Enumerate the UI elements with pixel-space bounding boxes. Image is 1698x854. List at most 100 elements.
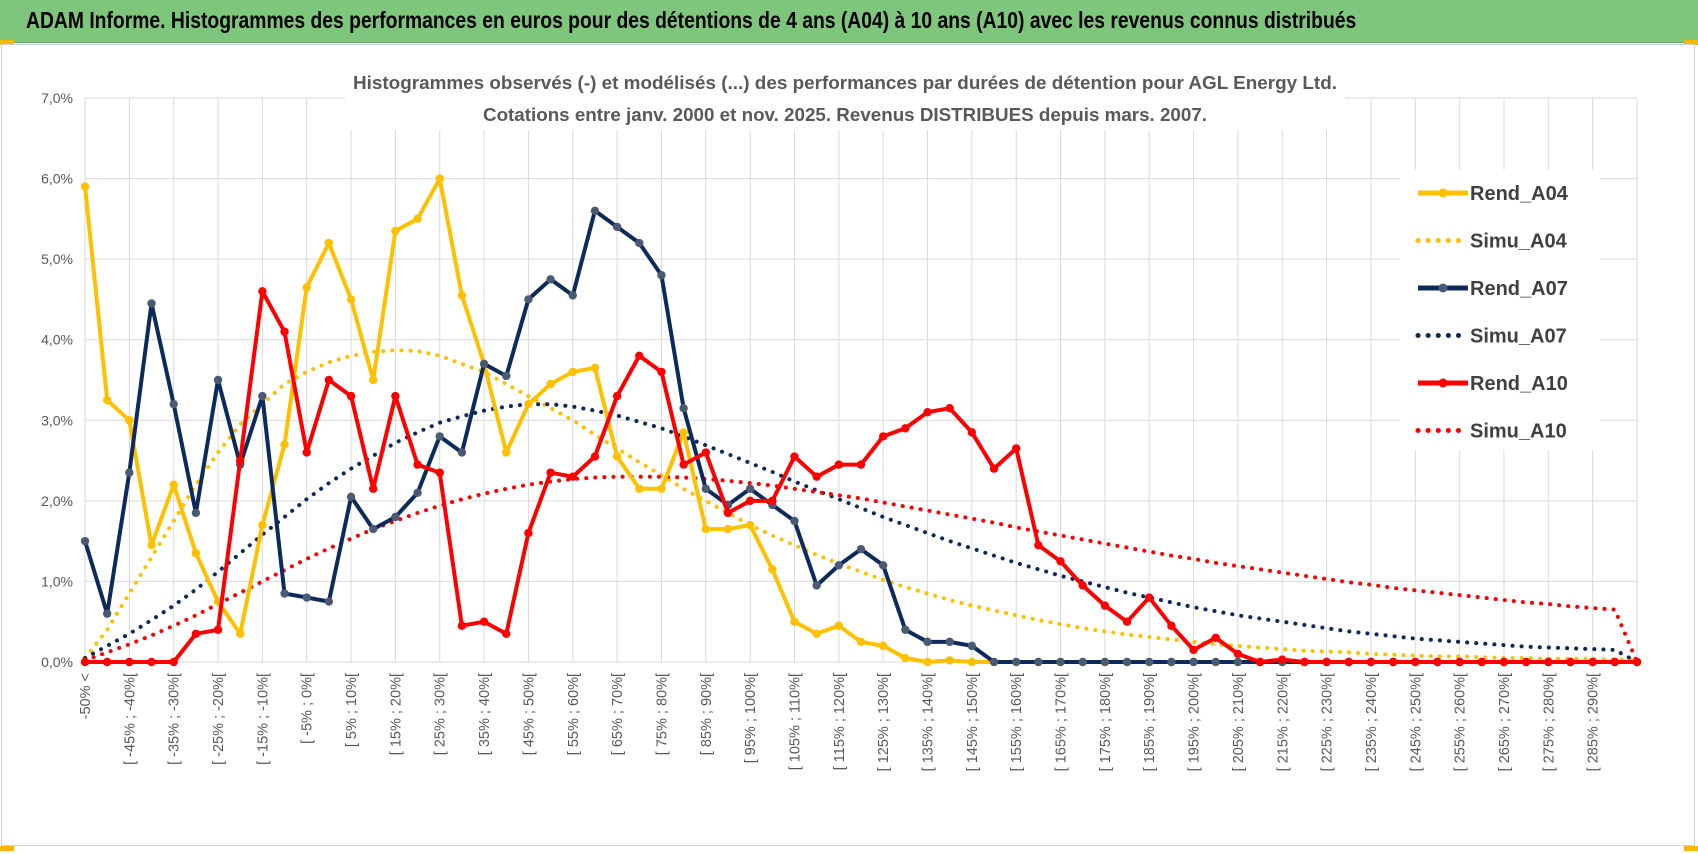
data-point-rend-a07: [1078, 657, 1087, 667]
data-point-rend-a10: [1632, 657, 1642, 667]
chart-legend: Rend_A04 Simu_A04 Rend_A07 Simu_A07 Rend_A10…: [1400, 170, 1600, 450]
data-point-rend-a04: [768, 565, 777, 574]
data-point-rend-a10: [590, 452, 600, 461]
data-point-rend-a04: [657, 484, 666, 493]
report-title: ADAM Informe. Histogrammes des performan…: [26, 7, 1357, 33]
x-tick-label: [ 65% ; 70%[: [610, 673, 626, 755]
data-point-rend-a10: [391, 391, 400, 401]
data-point-rend-a10: [1455, 657, 1464, 667]
x-tick-label: [ -5% ; 0%[: [300, 673, 316, 744]
legend-label: Rend_A07: [1470, 278, 1568, 300]
data-point-rend-a07: [1012, 657, 1021, 667]
x-tick-label: [ 75% ; 80%[: [654, 673, 670, 755]
data-point-rend-a10: [1499, 657, 1509, 667]
data-point-rend-a04: [834, 621, 844, 630]
data-point-rend-a07: [147, 299, 156, 308]
data-point-rend-a04: [856, 637, 866, 647]
data-point-rend-a07: [1167, 657, 1176, 667]
x-tick-label: [ 145% ; 150%[: [965, 673, 981, 771]
data-point-rend-a04: [812, 629, 821, 638]
data-point-rend-a07: [1211, 657, 1220, 667]
data-point-rend-a10: [258, 287, 267, 296]
data-point-rend-a07: [479, 359, 489, 369]
data-point-rend-a04: [302, 283, 311, 292]
data-point-rend-a04: [102, 395, 112, 405]
data-point-rend-a10: [1012, 444, 1021, 453]
data-point-rend-a04: [568, 367, 577, 377]
x-tick-label: [ 215% ; 220%[: [1275, 673, 1291, 771]
y-tick-label: 4,0%: [41, 332, 73, 348]
data-point-rend-a10: [1566, 657, 1575, 667]
data-point-rend-a10: [568, 472, 577, 481]
data-point-rend-a04: [324, 238, 334, 248]
x-tick-label: [ 235% ; 240%[: [1364, 673, 1380, 771]
data-point-rend-a10: [125, 657, 134, 667]
x-tick-label: [ 55% ; 60%[: [566, 673, 582, 755]
x-tick-label: [ 25% ; 30%[: [433, 673, 449, 755]
y-tick-label: 0,0%: [41, 654, 73, 670]
x-tick-label: [ 105% ; 110%[: [787, 673, 803, 770]
data-point-rend-a07: [1122, 657, 1132, 667]
data-point-rend-a10: [635, 351, 644, 361]
data-point-rend-a10: [612, 391, 622, 401]
data-point-rend-a10: [1366, 657, 1376, 667]
x-tick-label: [ -35% ; -30%[: [167, 673, 183, 765]
corner-marker-bottom-right: [1684, 846, 1698, 851]
data-point-rend-a07: [324, 597, 334, 606]
corner-marker-top-right: [1684, 40, 1698, 45]
data-point-rend-a07: [125, 468, 134, 477]
data-point-rend-a10: [324, 375, 334, 385]
y-axis-ticks: 0,0% 1,0% 2,0% 3,0% 4,0% 5,0% 6,0% 7,0%: [41, 90, 73, 670]
data-point-rend-a10: [989, 464, 999, 473]
data-point-rend-a10: [1588, 657, 1597, 667]
data-point-rend-a07: [635, 238, 644, 248]
data-point-rend-a10: [768, 496, 777, 506]
data-point-rend-a04: [258, 520, 267, 530]
x-axis-ticks: -50% < [ -45% ; -40%[[ -35% ; -30%[[ -25%…: [78, 673, 1602, 771]
data-point-rend-a10: [1189, 645, 1198, 655]
data-point-rend-a07: [967, 641, 977, 651]
data-point-rend-a04: [369, 375, 378, 385]
data-point-rend-a07: [945, 637, 954, 647]
data-point-rend-a10: [435, 468, 444, 477]
data-point-rend-a04: [745, 520, 755, 530]
legend-label: Rend_A10: [1470, 373, 1568, 395]
data-point-rend-a10: [1344, 657, 1353, 667]
data-point-rend-a10: [1034, 540, 1043, 550]
legend-marker: [1438, 283, 1448, 293]
legend-label: Simu_A07: [1470, 326, 1567, 348]
data-point-rend-a10: [1610, 657, 1620, 667]
chart-title-block: Histogrammes observés (-) et modélisés (…: [345, 62, 1345, 130]
data-point-rend-a07: [1189, 657, 1198, 667]
data-point-rend-a10: [236, 456, 245, 465]
data-point-rend-a07: [1100, 657, 1110, 667]
x-tick-label: [ 95% ; 100%[: [743, 673, 759, 763]
legend-label: Rend_A04: [1470, 183, 1569, 205]
data-point-rend-a07: [435, 432, 444, 441]
data-point-rend-a07: [790, 516, 799, 526]
data-point-rend-a07: [1233, 657, 1243, 667]
data-point-rend-a10: [413, 460, 422, 469]
data-point-rend-a10: [1211, 633, 1220, 643]
chart-title: Histogrammes observés (-) et modélisés (…: [353, 72, 1337, 93]
data-point-rend-a04: [590, 363, 600, 373]
data-point-rend-a07: [834, 561, 844, 570]
x-tick-label: [ 35% ; 40%[: [477, 673, 493, 755]
data-point-rend-a10: [80, 657, 90, 667]
x-tick-label: [ 45% ; 50%[: [521, 673, 537, 755]
data-point-rend-a07: [923, 637, 932, 647]
data-point-rend-a07: [878, 561, 888, 570]
data-point-rend-a07: [280, 589, 289, 598]
x-tick-label: [ 155% ; 160%[: [1009, 673, 1025, 771]
data-point-rend-a10: [923, 408, 932, 417]
data-point-rend-a07: [80, 536, 90, 546]
data-point-rend-a10: [878, 432, 888, 441]
legend-marker: [1438, 188, 1448, 198]
data-point-rend-a07: [657, 271, 666, 280]
data-point-rend-a04: [502, 448, 511, 457]
data-point-rend-a10: [280, 327, 289, 336]
data-point-rend-a04: [923, 657, 932, 667]
legend-marker: [1438, 378, 1448, 388]
data-point-rend-a10: [147, 657, 156, 667]
data-point-rend-a10: [524, 528, 533, 538]
